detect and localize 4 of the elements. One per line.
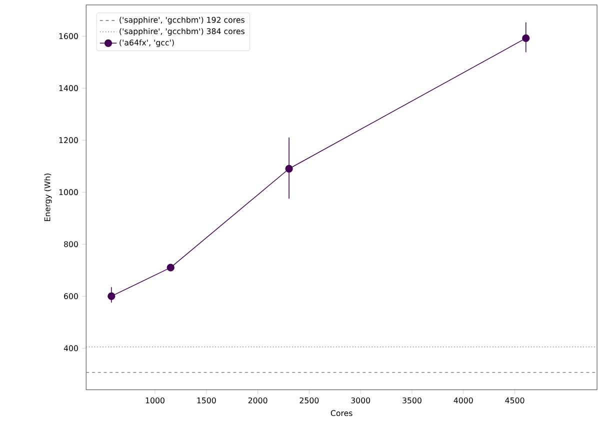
point [166, 264, 174, 272]
point [522, 34, 530, 42]
point [108, 292, 116, 300]
point [285, 164, 293, 173]
